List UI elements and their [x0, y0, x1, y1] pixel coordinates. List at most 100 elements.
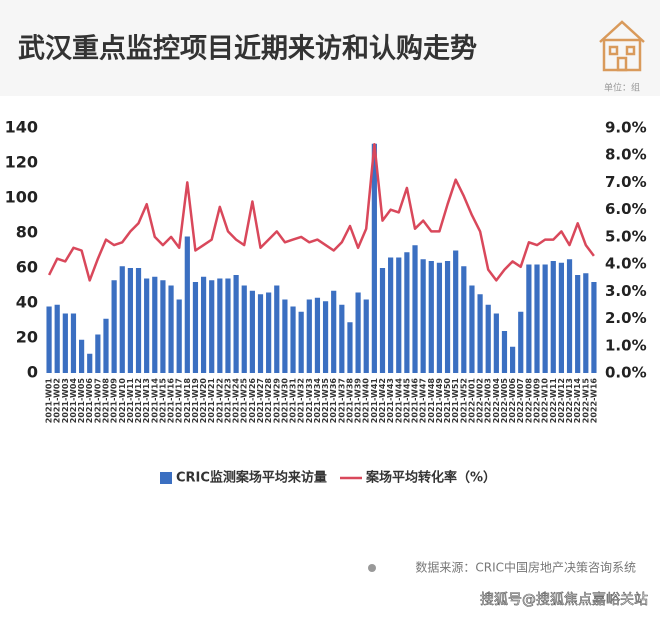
- bar: [428, 261, 434, 373]
- y-tick-label: 140: [5, 118, 38, 137]
- bar: [46, 306, 52, 373]
- bar: [192, 282, 199, 373]
- x-tick-label: 2021-W50: [443, 378, 452, 424]
- x-tick-label: 2021-W11: [126, 378, 135, 424]
- x-tick-label: 2021-W10: [118, 378, 127, 424]
- bar: [144, 278, 150, 373]
- bar: [510, 346, 516, 373]
- bar: [233, 275, 239, 373]
- chart-title: 武汉重点监控项目近期来访和认购走势: [18, 34, 477, 65]
- x-tick-label: 2022-W02: [476, 378, 485, 423]
- bar: [347, 322, 353, 373]
- x-tick-label: 2021-W18: [183, 378, 192, 424]
- bar: [225, 278, 231, 373]
- x-tick-label: 2021-W01: [45, 378, 54, 424]
- y2-tick-label: 4.0%: [605, 255, 647, 273]
- bar: [542, 264, 548, 373]
- bar: [436, 262, 443, 373]
- x-tick-label: 2021-W05: [77, 378, 86, 424]
- x-tick-label: 2021-W12: [134, 378, 143, 423]
- x-tick-label: 2021-W22: [215, 378, 224, 423]
- bar: [501, 331, 508, 373]
- bar: [314, 297, 321, 373]
- x-tick-label: 2021-W52: [459, 378, 468, 423]
- bar: [363, 299, 369, 373]
- x-tick-label: 2021-W44: [394, 378, 403, 424]
- x-tick-label: 2021-W45: [402, 378, 411, 424]
- legend-swatch: [160, 472, 172, 484]
- x-tick-label: 2021-W04: [69, 378, 78, 424]
- bar: [168, 285, 174, 373]
- bar: [54, 304, 60, 373]
- x-tick-label: 2021-W09: [110, 378, 119, 424]
- x-tick-label: 2021-W40: [362, 378, 371, 424]
- bar: [477, 294, 483, 373]
- y-tick-label: 60: [16, 258, 38, 277]
- x-tick-label: 2021-W13: [142, 378, 151, 423]
- x-tick-label: 2021-W49: [435, 378, 444, 424]
- x-tick-label: 2021-W39: [354, 378, 363, 424]
- bar: [200, 276, 207, 373]
- x-tick-label: 2021-W02: [53, 378, 62, 423]
- legend-label: 案场平均转化率（%）: [365, 470, 496, 486]
- bar: [355, 292, 361, 373]
- x-tick-label: 2021-W27: [256, 378, 265, 423]
- x-tick-label: 2021-W47: [419, 378, 428, 423]
- x-tick-label: 2021-W03: [61, 378, 70, 423]
- x-tick-label: 2022-W14: [573, 378, 582, 424]
- bar: [282, 299, 288, 373]
- bar: [160, 280, 166, 373]
- x-tick-label: 2021-W15: [158, 378, 167, 424]
- bar: [388, 257, 394, 373]
- x-tick-label: 2022-W05: [500, 378, 509, 424]
- y2-tick-label: 3.0%: [605, 282, 647, 300]
- bar: [127, 268, 133, 373]
- bar: [339, 304, 345, 373]
- y2-tick-label: 2.0%: [605, 309, 647, 327]
- bar: [461, 266, 467, 373]
- bar: [249, 290, 255, 373]
- y-tick-label: 120: [5, 153, 38, 172]
- bar: [95, 334, 101, 373]
- legend-label: CRIC监测案场平均来访量: [176, 470, 327, 486]
- bar: [550, 261, 556, 373]
- rate-line: [47, 143, 595, 282]
- x-tick-label: 2021-W30: [280, 378, 289, 424]
- bar: [62, 313, 68, 373]
- x-tick-label: 2021-W06: [85, 378, 94, 424]
- bar: [152, 276, 158, 373]
- y-tick-label: 40: [16, 293, 38, 312]
- x-tick-label: 2021-W34: [313, 378, 322, 424]
- y2-tick-label: 8.0%: [605, 146, 647, 164]
- x-tick-label: 2021-W24: [232, 378, 241, 424]
- x-tick-label: 2022-W07: [516, 378, 525, 423]
- x-tick-label: 2022-W13: [565, 378, 574, 423]
- x-tick-label: 2021-W43: [386, 378, 395, 423]
- y2-tick-label: 0.0%: [605, 364, 647, 382]
- x-tick-label: 2022-W11: [549, 378, 558, 424]
- x-tick-label: 2021-W41: [370, 378, 379, 424]
- y-tick-label: 0: [27, 363, 38, 382]
- x-tick-label: 2021-W14: [150, 378, 159, 424]
- bar: [266, 292, 272, 373]
- source-label: 数据来源：CRIC中国房地产决策咨询系统: [415, 560, 636, 575]
- bar: [290, 306, 296, 373]
- x-tick-label: 2022-W09: [533, 378, 542, 424]
- bar: [469, 285, 475, 373]
- unit-label: 单位：组: [604, 82, 640, 94]
- bar: [274, 285, 280, 373]
- x-tick-label: 2021-W28: [264, 378, 273, 424]
- bar: [331, 290, 337, 373]
- x-tick-label: 2021-W25: [240, 378, 249, 424]
- house-icon: [599, 20, 645, 72]
- bar: [396, 257, 402, 373]
- bar: [444, 261, 451, 373]
- x-tick-label: 2022-W06: [508, 378, 517, 424]
- y-tick-label: 80: [16, 223, 38, 242]
- bar: [534, 264, 540, 373]
- x-tick-label: 2022-W03: [484, 378, 493, 423]
- bar: [583, 273, 589, 373]
- bar: [591, 282, 597, 373]
